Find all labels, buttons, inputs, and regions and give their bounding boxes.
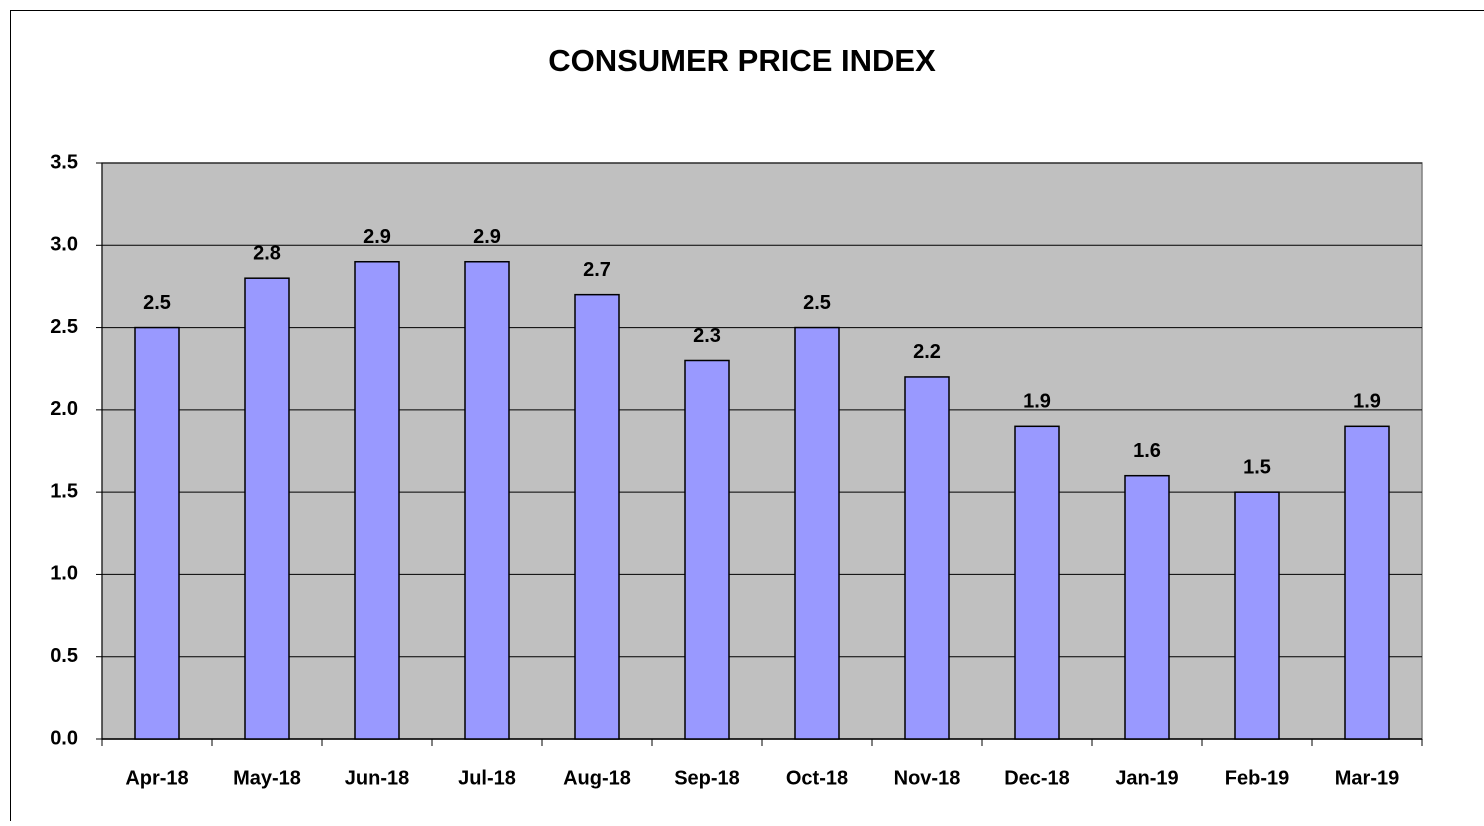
value-label: 1.9	[1353, 391, 1381, 413]
x-tick-label: Nov-18	[894, 767, 961, 789]
x-tick-label: Jun-18	[345, 767, 409, 789]
y-tick-label: 0.5	[50, 645, 78, 667]
bar	[905, 377, 949, 739]
x-tick-label: Aug-18	[563, 767, 631, 789]
bar	[575, 295, 619, 739]
x-tick-label: Jul-18	[458, 767, 516, 789]
x-tick-label: Apr-18	[125, 767, 188, 789]
value-label: 1.6	[1133, 440, 1161, 462]
x-tick-label: Dec-18	[1004, 767, 1070, 789]
y-tick-label: 1.0	[50, 563, 78, 585]
x-tick-label: Oct-18	[786, 767, 848, 789]
value-label: 2.9	[473, 226, 501, 248]
value-label: 2.7	[583, 259, 611, 281]
value-label: 2.9	[363, 226, 391, 248]
bar	[1345, 426, 1389, 739]
bar	[465, 262, 509, 739]
value-label: 1.9	[1023, 391, 1051, 413]
x-tick-label: May-18	[233, 767, 301, 789]
y-tick-label: 1.5	[50, 480, 78, 502]
value-label: 1.5	[1243, 456, 1271, 478]
bar	[1235, 492, 1279, 739]
bar	[1015, 426, 1059, 739]
y-tick-label: 3.5	[50, 151, 78, 173]
y-tick-label: 2.5	[50, 316, 78, 338]
bar	[135, 328, 179, 739]
x-tick-label: Sep-18	[674, 767, 740, 789]
bar	[1125, 476, 1169, 739]
plot-area	[102, 163, 1422, 739]
value-label: 2.5	[803, 292, 831, 314]
x-tick-label: Feb-19	[1225, 767, 1289, 789]
x-tick-label: Jan-19	[1115, 767, 1178, 789]
chart-title: CONSUMER PRICE INDEX	[548, 43, 936, 78]
value-label: 2.2	[913, 341, 941, 363]
bar	[355, 262, 399, 739]
y-tick-label: 2.0	[50, 398, 78, 420]
bar	[245, 278, 289, 739]
y-tick-label: 0.0	[50, 727, 78, 749]
bar	[795, 328, 839, 739]
value-label: 2.5	[143, 292, 171, 314]
x-tick-label: Mar-19	[1335, 767, 1399, 789]
value-label: 2.8	[253, 242, 281, 264]
y-tick-label: 3.0	[50, 234, 78, 256]
bar	[685, 360, 729, 739]
value-label: 2.3	[693, 325, 721, 347]
